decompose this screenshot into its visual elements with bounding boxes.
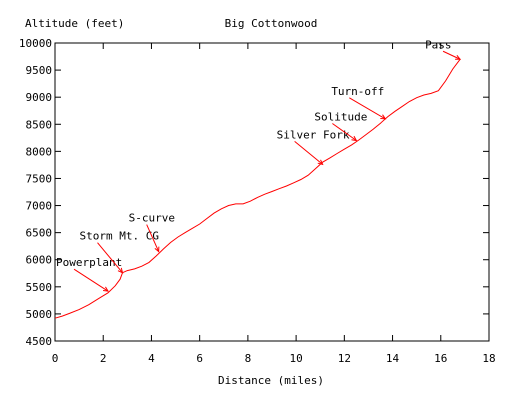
annotation-arrow [332, 123, 357, 141]
y-tick-label: 10000 [19, 37, 52, 50]
annotation-label: Powerplant [56, 256, 122, 269]
annotation-arrowhead [317, 159, 324, 166]
annotation-arrowhead [154, 246, 160, 253]
x-tick-label: 12 [338, 352, 351, 365]
x-tick-label: 14 [386, 352, 400, 365]
x-tick-label: 2 [100, 352, 107, 365]
y-tick-label: 5500 [26, 281, 53, 294]
x-tick-label: 16 [434, 352, 447, 365]
y-tick-label: 5000 [26, 308, 53, 321]
annotation-arrowhead [380, 114, 387, 120]
y-tick-label: 4500 [26, 335, 53, 348]
annotation-arrow [442, 50, 461, 60]
x-axis-label: Distance (miles) [218, 374, 324, 387]
chart-title: Big Cottonwood [225, 17, 318, 30]
y-tick-label: 8500 [26, 118, 53, 131]
annotation-arrow [349, 97, 386, 120]
annotation-label: Pass [425, 38, 452, 51]
x-tick-label: 18 [482, 352, 495, 365]
annotation-label: Silver Fork [277, 128, 350, 141]
y-axis-label: Altitude (feet) [25, 17, 124, 30]
annotation-label: Turn-off [331, 85, 384, 98]
y-tick-label: 6500 [26, 227, 53, 240]
annotation-arrow [73, 268, 109, 292]
annotation-label: Storm Mt. CG [80, 230, 159, 243]
annotation-arrow [294, 140, 323, 165]
y-tick-label: 6000 [26, 254, 53, 267]
annotation-arrowhead [103, 286, 110, 292]
altitude-series-line [54, 58, 461, 319]
y-tick-label: 8000 [26, 145, 53, 158]
annotation-label: Solitude [314, 111, 367, 124]
x-tick-label: 4 [148, 352, 155, 365]
y-tick-label: 7500 [26, 172, 53, 185]
annotation-arrowhead [455, 55, 462, 60]
x-tick-label: 8 [245, 352, 252, 365]
y-tick-label: 9500 [26, 64, 53, 77]
y-tick-label: 9000 [26, 91, 53, 104]
annotation-arrowhead [351, 135, 358, 142]
x-tick-label: 6 [196, 352, 203, 365]
y-axis-ticks: 4500 5000 5500 6000 6500 7000 7500 8000 8500 9000… [19, 37, 489, 348]
annotations: Powerplant Storm Mt. CG S-curve Silver Fork… [56, 38, 462, 292]
x-axis-ticks: 0 2 4 6 8 10 12 14 16 18 [52, 43, 496, 365]
annotation-arrow [146, 224, 160, 252]
x-tick-label: 10 [289, 352, 302, 365]
annotation-arrowhead [117, 267, 124, 274]
annotation-arrow [97, 242, 123, 274]
plot-frame [54, 42, 490, 342]
annotation-label: S-curve [129, 212, 175, 225]
x-tick-label: 0 [52, 352, 59, 365]
y-tick-label: 7000 [26, 200, 53, 213]
